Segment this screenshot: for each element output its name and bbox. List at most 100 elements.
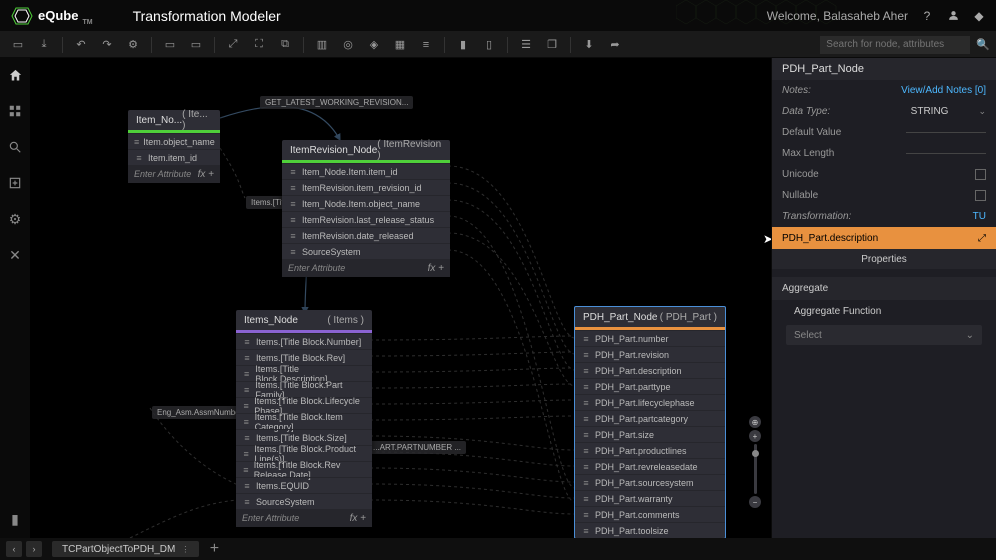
add-tab-button[interactable]: + [207, 542, 221, 556]
node-itemrev-footer[interactable]: Enter Attributefx + [282, 259, 450, 277]
tb-window2-icon[interactable]: ▭ [184, 35, 208, 55]
node-pdh[interactable]: PDH_Part_Node ( PDH_Part ) ≡PDH_Part.num… [574, 306, 726, 538]
rp-nullable-row[interactable]: Nullable [772, 185, 996, 206]
rp-nullable-checkbox[interactable] [975, 190, 986, 201]
rail-settings-icon[interactable]: ⚙ [6, 210, 24, 228]
settings-diamond-icon[interactable]: ◆ [972, 9, 986, 23]
search-icon[interactable]: 🔍 [976, 38, 990, 51]
prev-tab-button[interactable]: ‹ [6, 541, 22, 557]
node-itemrev-attr-1[interactable]: ≡ItemRevision.item_revision_id [282, 179, 450, 195]
chevron-down-icon[interactable]: ⌄ [978, 106, 986, 117]
tb-target-icon[interactable]: ◎ [336, 35, 360, 55]
rp-datatype-row[interactable]: Data Type: STRING ⌄ [772, 101, 996, 122]
node-item-header[interactable]: Item_No... ( Ite... ) [128, 110, 220, 130]
tb-expand-icon[interactable]: ⛶ [247, 35, 271, 55]
tb-sort-icon[interactable]: ≡ [414, 35, 438, 55]
node-item-attr-0[interactable]: ≡Item.object_name [128, 133, 220, 149]
node-items-attr-5[interactable]: ≡Items.[Title Block.Item Category] [236, 413, 372, 429]
tb-export-icon[interactable]: ➦ [603, 35, 627, 55]
rp-properties-section[interactable]: Properties [772, 249, 996, 269]
fx-icon[interactable]: fx + [428, 263, 444, 274]
node-itemrev-attr-0[interactable]: ≡Item_Node.Item.item_id [282, 163, 450, 179]
node-item-footer[interactable]: Enter Attributefx + [128, 165, 220, 183]
node-itemrev-attr-2[interactable]: ≡Item_Node.Item.object_name [282, 195, 450, 211]
zoom-thumb[interactable] [752, 450, 759, 457]
rail-search-icon[interactable] [6, 138, 24, 156]
tb-doc-icon[interactable]: ▯ [477, 35, 501, 55]
rail-home-icon[interactable] [6, 66, 24, 84]
tb-redo-icon[interactable]: ↷ [95, 35, 119, 55]
rp-unicode-checkbox[interactable] [975, 169, 986, 180]
node-pdh-header[interactable]: PDH_Part_Node ( PDH_Part ) [575, 307, 725, 327]
node-pdh-attr-1[interactable]: ≡PDH_Part.revision [575, 346, 725, 362]
rp-aggregate-header[interactable]: Aggregate [772, 277, 996, 300]
rp-maxlen-row[interactable]: Max Length [772, 143, 996, 164]
node-itemrev-attr-4[interactable]: ≡ItemRevision.date_released [282, 227, 450, 243]
rp-aggfunc-select[interactable]: Select ⌄ [786, 325, 982, 345]
node-itemrev[interactable]: ItemRevision_Node ( ItemRevision ) ≡Item… [282, 140, 450, 277]
zoom-slider[interactable] [754, 444, 757, 494]
node-items-attr-9[interactable]: ≡Items.EQUID [236, 477, 372, 493]
help-icon[interactable]: ? [920, 9, 934, 23]
tab-dropdown-icon[interactable]: ⋮ [181, 545, 189, 554]
zoom-in-icon[interactable]: + [749, 430, 761, 442]
node-items-attr-8[interactable]: ≡Items.[Title Block.Rev Release Date] [236, 461, 372, 477]
node-pdh-attr-4[interactable]: ≡PDH_Part.lifecyclephase [575, 394, 725, 410]
node-itemrev-attr-5[interactable]: ≡SourceSystem [282, 243, 450, 259]
node-pdh-attr-3[interactable]: ≡PDH_Part.parttype [575, 378, 725, 394]
node-items-attr-10[interactable]: ≡SourceSystem [236, 493, 372, 509]
rail-add-icon[interactable] [6, 174, 24, 192]
node-pdh-attr-8[interactable]: ≡PDH_Part.revreleasedate [575, 458, 725, 474]
tb-stack-icon[interactable]: ☰ [514, 35, 538, 55]
node-pdh-attr-9[interactable]: ≡PDH_Part.sourcesystem [575, 474, 725, 490]
tb-compress-icon[interactable]: ⤢ [221, 35, 245, 55]
zoom-out-icon[interactable]: − [749, 496, 761, 508]
tb-window1-icon[interactable]: ▭ [158, 35, 182, 55]
node-itemrev-attr-3[interactable]: ≡ItemRevision.last_release_status [282, 211, 450, 227]
fx-icon[interactable]: fx + [198, 169, 214, 180]
node-items-attr-0[interactable]: ≡Items.[Title Block.Number] [236, 333, 372, 349]
next-tab-button[interactable]: › [26, 541, 42, 557]
tb-cube-icon[interactable]: ◈ [362, 35, 386, 55]
tb-cursor-icon[interactable]: ▭ [6, 35, 30, 55]
node-items-footer[interactable]: Enter Attributefx + [236, 509, 372, 527]
tb-align1-icon[interactable]: ▥ [310, 35, 334, 55]
user-icon[interactable] [946, 9, 960, 23]
tb-undo-icon[interactable]: ↶ [69, 35, 93, 55]
node-pdh-attr-0[interactable]: ≡PDH_Part.number [575, 330, 725, 346]
rp-unicode-row[interactable]: Unicode [772, 164, 996, 185]
node-pdh-attr-7[interactable]: ≡PDH_Part.productlines [575, 442, 725, 458]
expand-icon[interactable]: ⤢ [978, 233, 986, 244]
workflow-tab[interactable]: TCPartObjectToPDH_DM ⋮ [52, 541, 199, 557]
rp-notes-link[interactable]: View/Add Notes [0] [901, 85, 986, 96]
rp-maxlen-input[interactable] [906, 153, 986, 154]
tb-save-icon[interactable]: ⤓ [32, 35, 56, 55]
tb-download-icon[interactable]: ⬇ [577, 35, 601, 55]
tb-gear-icon[interactable]: ⚙ [121, 35, 145, 55]
tb-note-icon[interactable]: ▮ [451, 35, 475, 55]
tb-grid-icon[interactable]: ▦ [388, 35, 412, 55]
rp-default-input[interactable] [906, 132, 986, 133]
zoom-fit-icon[interactable]: ⊕ [749, 416, 761, 428]
node-item[interactable]: Item_No... ( Ite... ) ≡Item.object_name … [128, 110, 220, 183]
rp-transform-row[interactable]: Transformation: TU [772, 206, 996, 227]
node-pdh-attr-2[interactable]: ≡PDH_Part.description [575, 362, 725, 378]
rail-tools-icon[interactable]: ✕ [6, 246, 24, 264]
node-pdh-attr-6[interactable]: ≡PDH_Part.size [575, 426, 725, 442]
tb-layers-icon[interactable]: ❐ [540, 35, 564, 55]
node-pdh-attr-5[interactable]: ≡PDH_Part.partcategory [575, 410, 725, 426]
node-pdh-attr-10[interactable]: ≡PDH_Part.warranty [575, 490, 725, 506]
node-items[interactable]: Items_Node ( Items ) ≡Items.[Title Block… [236, 310, 372, 527]
rail-nodes-icon[interactable] [6, 102, 24, 120]
tb-copy-icon[interactable]: ⧉ [273, 35, 297, 55]
node-pdh-attr-12[interactable]: ≡PDH_Part.toolsize [575, 522, 725, 538]
fx-icon[interactable]: fx + [350, 513, 366, 524]
rp-transform-value[interactable]: TU [973, 211, 986, 222]
search-input[interactable] [820, 36, 970, 54]
node-items-header[interactable]: Items_Node ( Items ) [236, 310, 372, 330]
node-pdh-attr-11[interactable]: ≡PDH_Part.comments [575, 506, 725, 522]
rp-selected-attr[interactable]: PDH_Part.description ⤢ [772, 227, 996, 249]
node-itemrev-header[interactable]: ItemRevision_Node ( ItemRevision ) [282, 140, 450, 160]
rp-default-row[interactable]: Default Value [772, 122, 996, 143]
node-item-attr-1[interactable]: ≡Item.item_id [128, 149, 220, 165]
